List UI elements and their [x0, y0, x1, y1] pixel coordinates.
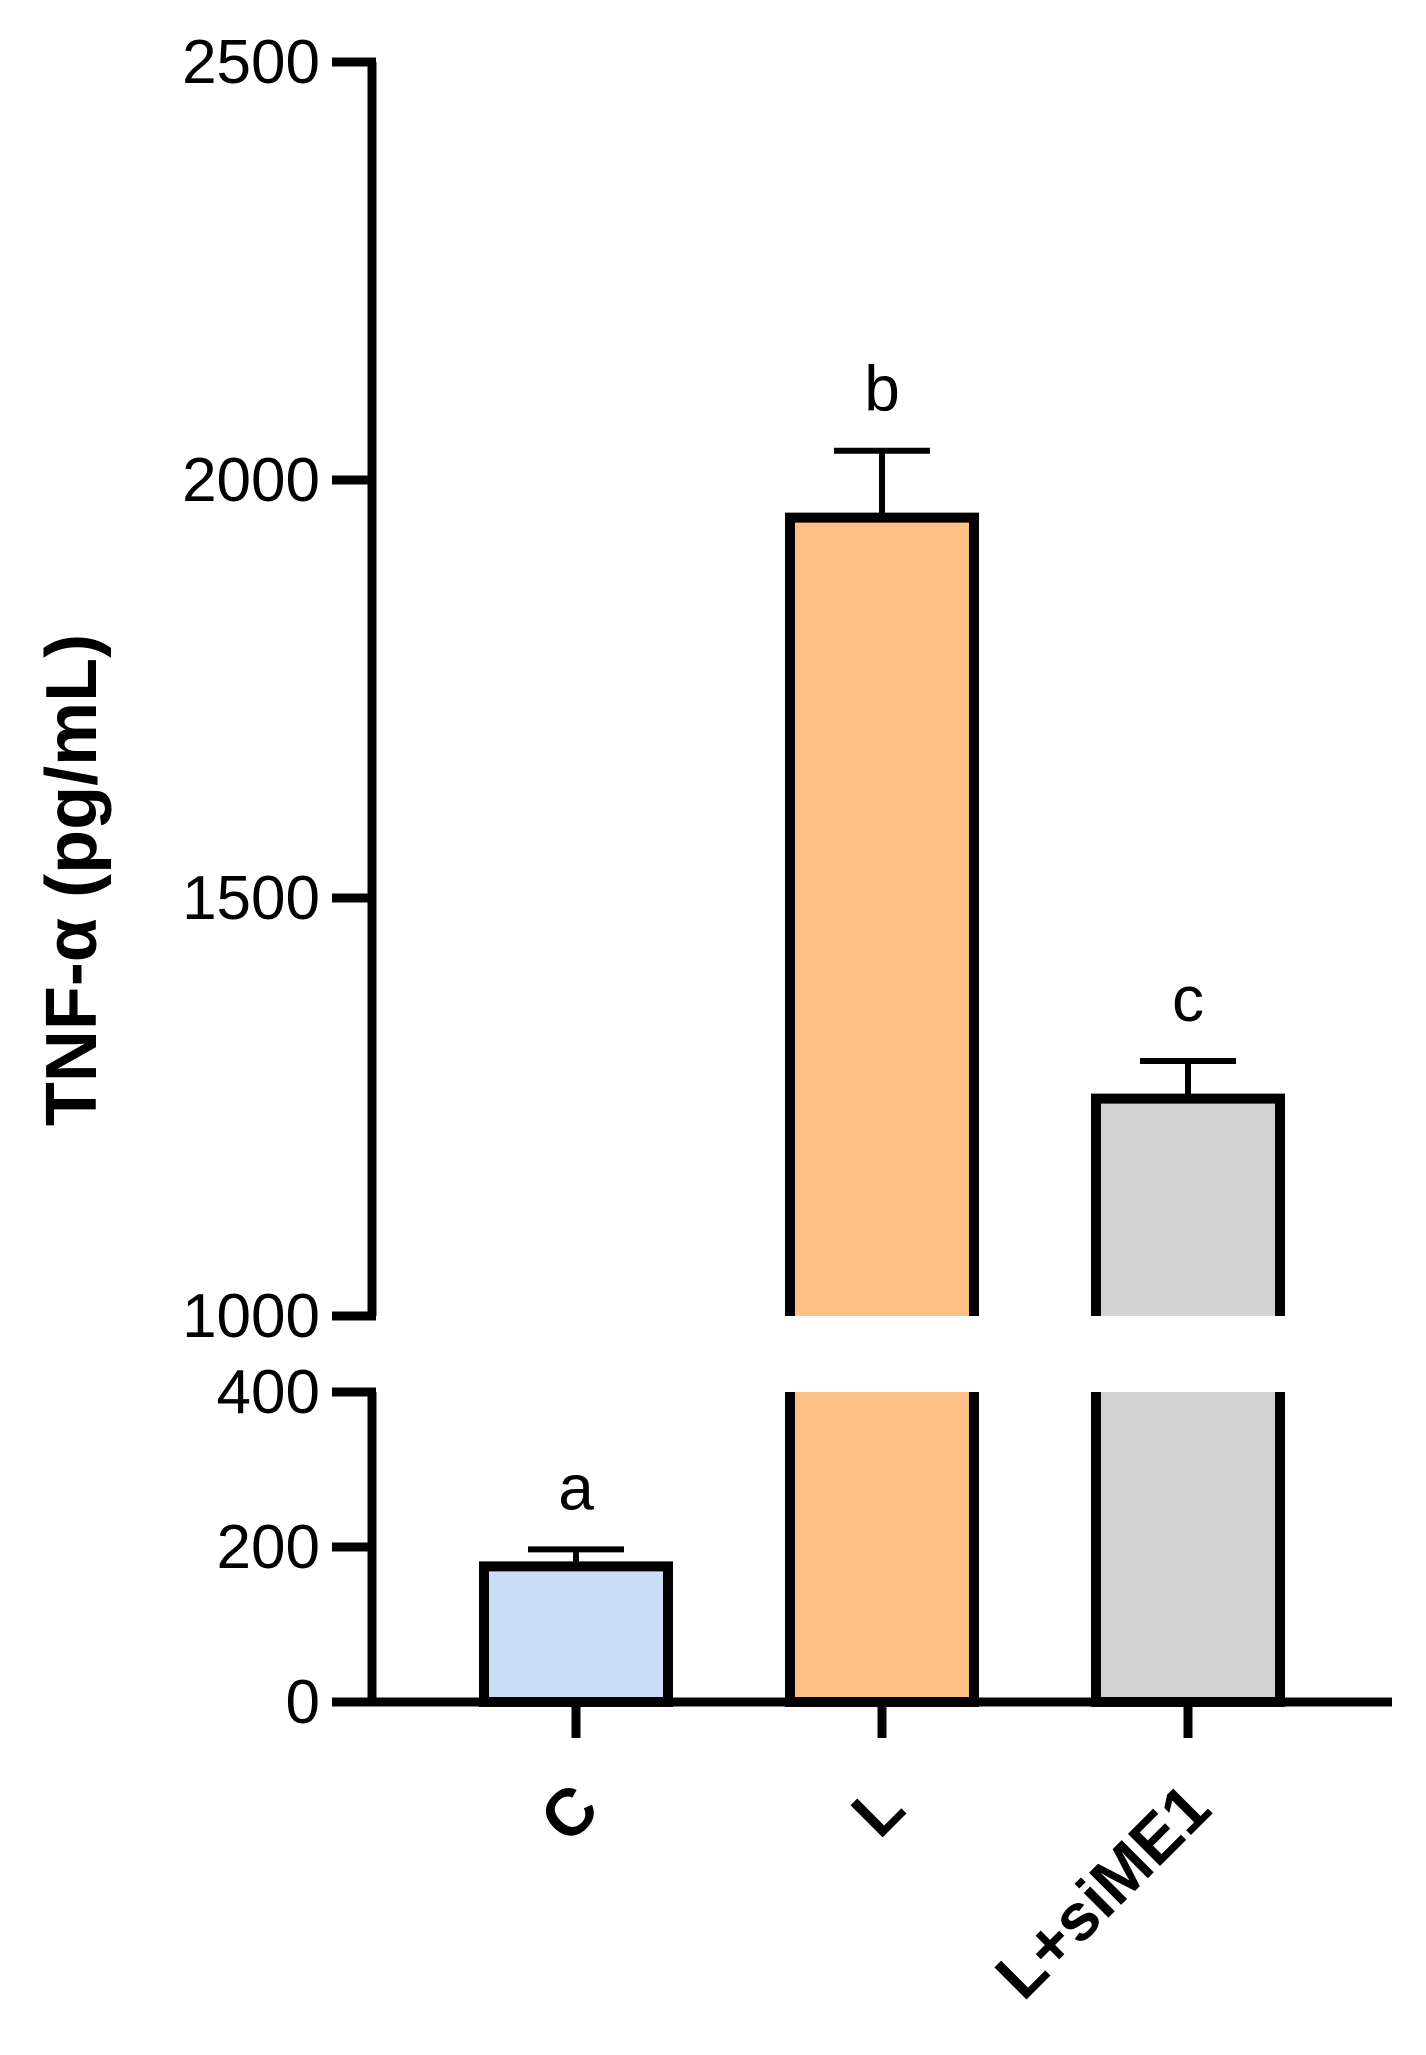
bar-lower-fill-L: [790, 1392, 974, 1702]
x-tick-label-L+siME1: L+siME1: [981, 1770, 1224, 2013]
x-tick-label-C: C: [526, 1770, 612, 1856]
y-axis-title: TNF-α (pg/mL): [32, 634, 112, 1126]
y-tick-label: 2000: [182, 446, 320, 515]
x-tick-label-L: L: [837, 1770, 918, 1851]
y-axis-label: TNF-α (pg/mL): [32, 634, 112, 1126]
significance-label-L: b: [864, 353, 900, 425]
y-tick-label: 400: [217, 1358, 320, 1427]
significance-label-L+siME1: c: [1172, 963, 1204, 1035]
y-tick-label: 0: [286, 1668, 320, 1737]
bar-lower-fill-L+siME1: [1096, 1392, 1280, 1702]
bar-upper-fill-L: [790, 517, 974, 1316]
y-ticks: 0 200 400 1000 1500 2000 2500: [182, 28, 376, 1737]
bar-upper-fill-L+siME1: [1096, 1098, 1280, 1316]
significance-labels: a b c: [558, 353, 1204, 1524]
y-tick-label: 2500: [182, 28, 320, 97]
x-tick-labels: C L L+siME1: [526, 1702, 1224, 2013]
y-tick-label: 1500: [182, 864, 320, 933]
significance-label-C: a: [558, 1451, 594, 1523]
bars: [479, 512, 1285, 1707]
error-bars: [528, 447, 1236, 1567]
y-tick-label: 200: [217, 1513, 320, 1582]
bar-C: [479, 1561, 673, 1707]
y-tick-label: 1000: [182, 1282, 320, 1351]
